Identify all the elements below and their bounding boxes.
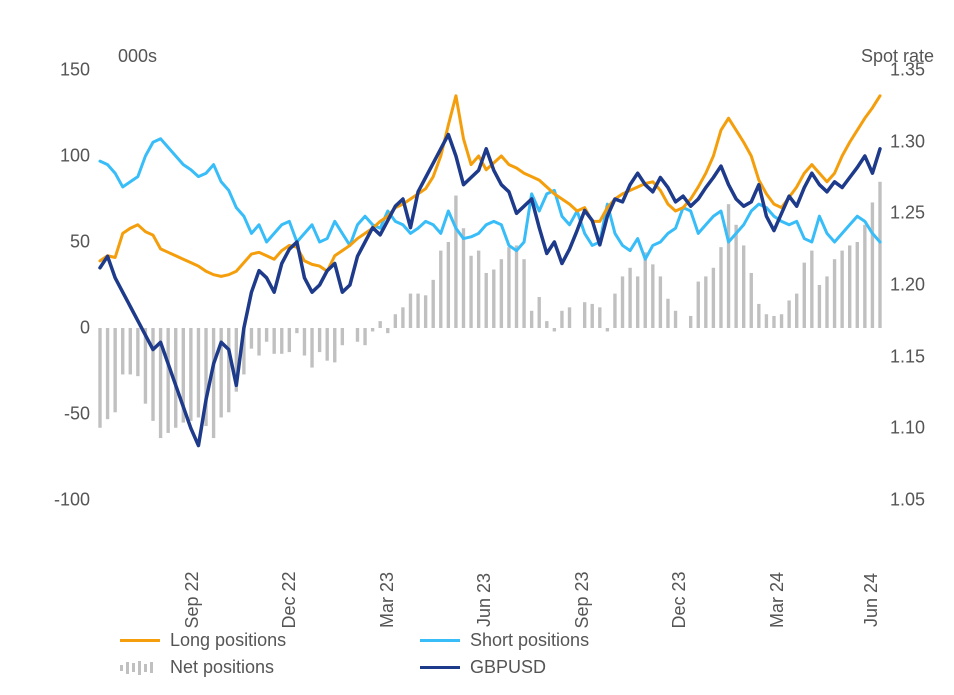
legend-swatch-net — [120, 660, 160, 676]
legend-label-short: Short positions — [470, 630, 589, 651]
y-left-tick: 0 — [20, 318, 90, 339]
legend-label-gbpusd: GBPUSD — [470, 657, 546, 678]
legend-item-gbpusd: GBPUSD — [420, 657, 720, 678]
left-axis-title: 000s — [118, 46, 157, 67]
x-tick: Dec 23 — [669, 571, 690, 628]
x-tick: Sep 23 — [572, 571, 593, 628]
y-left-tick: -100 — [20, 490, 90, 511]
y-left-tick: -50 — [20, 404, 90, 425]
y-right-tick: 1.35 — [890, 60, 954, 81]
plot-area: -100-50050100150 1.051.101.151.201.251.3… — [100, 70, 880, 500]
x-tick: Mar 23 — [377, 572, 398, 628]
y-right-tick: 1.15 — [890, 346, 954, 367]
y-left-tick: 150 — [20, 60, 90, 81]
y-right-tick: 1.05 — [890, 490, 954, 511]
x-tick: Mar 24 — [767, 572, 788, 628]
chart-svg — [100, 70, 880, 500]
chart-container: 000s Spot rate -100-50050100150 1.051.10… — [20, 20, 934, 675]
y-right-tick: 1.25 — [890, 203, 954, 224]
y-right-tick: 1.30 — [890, 131, 954, 152]
y-left-tick: 100 — [20, 146, 90, 167]
y-right-tick: 1.10 — [890, 418, 954, 439]
x-axis-ticks: Sep 22Dec 22Mar 23Jun 23Sep 23Dec 23Mar … — [100, 510, 880, 620]
legend-label-long: Long positions — [170, 630, 286, 651]
x-tick: Dec 22 — [279, 571, 300, 628]
x-tick: Sep 22 — [182, 571, 203, 628]
legend-swatch-long — [120, 639, 160, 642]
y-right-tick: 1.20 — [890, 275, 954, 296]
legend: Long positions Short positions Net posit… — [120, 630, 900, 684]
legend-swatch-short — [420, 639, 460, 642]
legend-item-net: Net positions — [120, 657, 420, 678]
legend-label-net: Net positions — [170, 657, 274, 678]
y-left-tick: 50 — [20, 232, 90, 253]
x-tick: Jun 23 — [474, 573, 495, 627]
legend-item-short: Short positions — [420, 630, 720, 651]
legend-swatch-gbpusd — [420, 666, 460, 669]
x-tick: Jun 24 — [861, 573, 882, 627]
legend-item-long: Long positions — [120, 630, 420, 651]
